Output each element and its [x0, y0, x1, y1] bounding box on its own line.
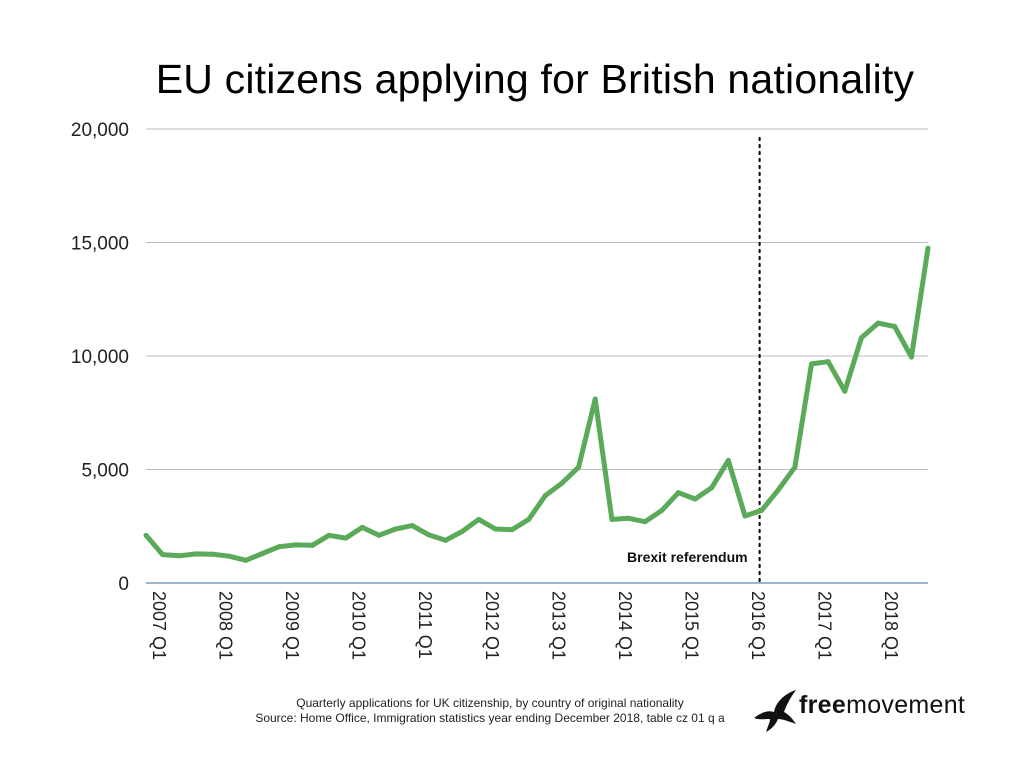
data-point — [143, 532, 149, 538]
data-point — [259, 550, 265, 556]
brand-logo: freemovement — [752, 688, 982, 734]
data-point — [193, 551, 199, 557]
data-point — [609, 516, 615, 522]
data-point — [809, 361, 815, 367]
chart-grid — [146, 128, 928, 584]
data-point — [709, 485, 715, 491]
y-axis-tick-labels: 0 5,000 10,000 15,000 20,000 — [71, 120, 129, 595]
y-tick-label: 5,000 — [81, 461, 129, 482]
data-point — [459, 528, 465, 534]
data-point — [642, 519, 648, 525]
data-point — [426, 532, 432, 538]
data-point — [226, 553, 232, 559]
brand-wordmark-bold: free — [799, 691, 847, 719]
data-point — [925, 245, 931, 251]
y-tick-label: 15,000 — [71, 234, 129, 255]
data-point — [559, 480, 565, 486]
data-point — [376, 532, 382, 538]
data-point — [842, 388, 848, 394]
x-tick-label: 2015 Q1 — [681, 591, 701, 660]
data-point — [675, 490, 681, 496]
x-tick-label: 2017 Q1 — [815, 591, 835, 660]
data-point — [792, 464, 798, 470]
data-point — [326, 532, 332, 538]
data-point — [160, 552, 166, 558]
data-point — [908, 354, 914, 360]
data-point — [476, 516, 482, 522]
data-point — [892, 323, 898, 329]
data-point — [393, 526, 399, 532]
data-point — [293, 542, 299, 548]
data-point — [576, 464, 582, 470]
data-point — [858, 335, 864, 341]
data-point — [742, 513, 748, 519]
x-tick-label: 2009 Q1 — [282, 591, 302, 660]
caption-source: Source: Home Office, Immigration statist… — [255, 711, 725, 725]
x-tick-label: 2012 Q1 — [482, 591, 502, 660]
caption-description: Quarterly applications for UK citizenshi… — [296, 696, 684, 710]
y-tick-label: 20,000 — [71, 120, 129, 141]
data-point — [243, 557, 249, 563]
data-point — [759, 507, 765, 513]
data-point — [176, 553, 182, 559]
data-point — [825, 359, 831, 365]
data-point — [526, 516, 532, 522]
x-tick-label: 2008 Q1 — [216, 591, 236, 660]
chart-annotations: Brexit referendum — [627, 136, 761, 585]
data-point — [343, 535, 349, 541]
x-tick-label: 2018 Q1 — [881, 591, 901, 660]
x-axis-tick-labels: 2007 Q1 2008 Q1 2009 Q1 2010 Q1 2011 Q1 2012 … — [149, 591, 901, 660]
x-tick-label: 2016 Q1 — [748, 591, 768, 660]
data-point — [692, 496, 698, 502]
chart-title: EU citizens applying for British nationa… — [155, 56, 915, 102]
data-point — [409, 523, 415, 529]
x-tick-label: 2007 Q1 — [149, 591, 169, 660]
bird-logo-icon — [754, 690, 796, 732]
data-point — [626, 515, 632, 521]
brexit-referendum-label: Brexit referendum — [627, 549, 748, 565]
chart-series — [143, 245, 931, 563]
series-line — [144, 247, 931, 563]
data-point — [276, 544, 282, 550]
x-tick-label: 2013 Q1 — [548, 591, 568, 660]
data-point — [442, 537, 448, 543]
x-tick-label: 2011 Q1 — [415, 591, 435, 659]
x-tick-label: 2014 Q1 — [615, 591, 635, 660]
data-point — [725, 457, 731, 463]
data-point — [309, 542, 315, 548]
data-point — [659, 507, 665, 513]
brand-wordmark: freemovement — [799, 691, 965, 720]
data-point — [509, 527, 515, 533]
data-point — [359, 524, 365, 530]
data-point — [875, 320, 881, 326]
data-point — [775, 487, 781, 493]
y-tick-label: 10,000 — [71, 347, 129, 368]
y-tick-label: 0 — [118, 574, 129, 595]
data-point — [492, 526, 498, 532]
data-point — [542, 493, 548, 499]
chart-caption: Quarterly applications for UK citizenshi… — [200, 696, 780, 726]
data-point — [210, 551, 216, 557]
x-tick-label: 2010 Q1 — [349, 591, 369, 660]
data-point — [592, 396, 598, 402]
brand-wordmark-regular: movement — [846, 691, 966, 719]
